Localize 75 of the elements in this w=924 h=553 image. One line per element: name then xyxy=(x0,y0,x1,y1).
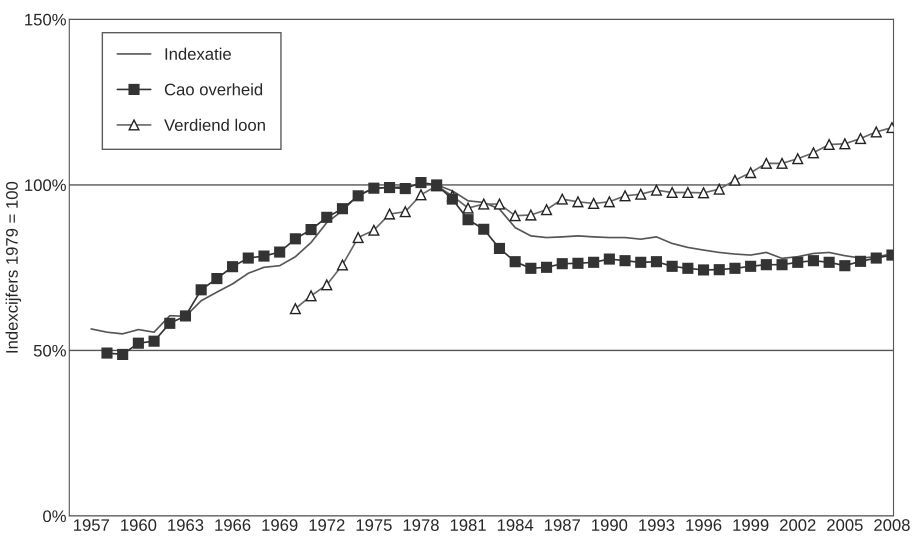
point xyxy=(666,260,678,272)
point xyxy=(227,261,238,272)
point xyxy=(258,250,270,262)
point xyxy=(619,255,631,266)
point xyxy=(336,203,348,214)
point xyxy=(101,348,113,359)
point xyxy=(698,264,710,276)
point xyxy=(211,273,222,284)
point xyxy=(604,253,615,265)
x-tick-label: 1978 xyxy=(404,519,439,531)
x-tick-label: 1987 xyxy=(544,519,580,531)
point xyxy=(321,212,332,223)
point xyxy=(541,262,552,273)
y-tick-label: 50% xyxy=(34,344,66,357)
point xyxy=(572,258,584,269)
point xyxy=(682,262,694,274)
point xyxy=(588,256,600,268)
point xyxy=(760,259,772,270)
point xyxy=(650,256,662,268)
point xyxy=(384,182,396,194)
point xyxy=(792,256,804,268)
point xyxy=(839,260,850,272)
point xyxy=(274,246,286,258)
x-tick-label: 2002 xyxy=(780,519,816,531)
x-tick-label: 1957 xyxy=(74,519,109,531)
point xyxy=(446,194,458,205)
point xyxy=(635,256,646,268)
y-tick-label: 0% xyxy=(43,510,66,522)
point xyxy=(400,182,411,194)
x-tick-label: 1993 xyxy=(639,519,674,531)
point xyxy=(132,338,144,349)
y-tick-label: 100% xyxy=(25,179,66,192)
point xyxy=(510,256,521,268)
point xyxy=(462,214,474,226)
point xyxy=(494,242,506,254)
legend-label: Indexatie xyxy=(166,48,231,60)
point xyxy=(164,318,176,329)
point xyxy=(180,310,192,322)
x-tick-label: 2008 xyxy=(874,519,910,531)
point xyxy=(196,284,207,296)
x-tick-label: 1981 xyxy=(450,519,486,531)
point xyxy=(478,224,490,235)
point xyxy=(148,336,160,347)
point xyxy=(776,259,788,270)
point xyxy=(306,224,317,236)
point xyxy=(368,182,380,194)
point xyxy=(117,348,128,360)
point xyxy=(808,255,819,266)
point xyxy=(525,262,536,274)
x-tick-label: 1990 xyxy=(592,519,628,531)
x-tick-label: 1963 xyxy=(168,519,204,531)
point xyxy=(824,256,835,268)
x-tick-label: 1966 xyxy=(215,519,250,531)
legend-label: Verdiend loon xyxy=(164,118,265,131)
point xyxy=(290,233,301,244)
y-tick-label: 150% xyxy=(25,14,66,26)
point xyxy=(870,252,882,264)
point xyxy=(854,256,866,267)
point xyxy=(729,262,740,274)
x-tick-label: 1975 xyxy=(356,519,392,531)
legend-label: Cao overheid xyxy=(164,83,262,96)
x-tick-label: 2005 xyxy=(827,519,863,531)
point xyxy=(415,177,427,188)
point xyxy=(242,252,254,264)
y-axis-title: Indexcijfers 1979 = 100 xyxy=(6,182,22,353)
point xyxy=(556,258,568,270)
x-tick-label: 1969 xyxy=(262,519,298,531)
x-tick-label: 1972 xyxy=(310,519,344,531)
x-tick-label: 1984 xyxy=(498,519,534,531)
x-tick-label: 1996 xyxy=(686,519,722,531)
point xyxy=(352,190,364,202)
point xyxy=(745,260,756,272)
x-tick-label: 1999 xyxy=(733,519,768,531)
x-tick-label: 1960 xyxy=(121,519,156,531)
point xyxy=(714,264,725,276)
